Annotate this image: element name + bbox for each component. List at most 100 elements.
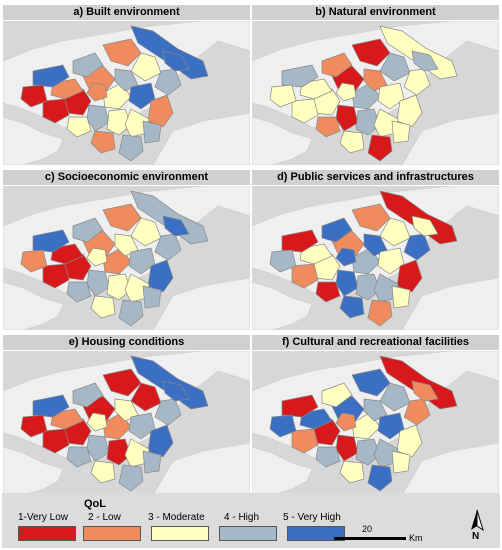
municipality-zone bbox=[396, 424, 423, 458]
panel-title: b) Natural environment bbox=[252, 5, 499, 21]
municipality-zone bbox=[32, 394, 70, 418]
municipality-zone bbox=[162, 50, 190, 72]
legend-swatch-low bbox=[83, 526, 141, 541]
municipality-zone bbox=[367, 134, 393, 162]
municipality-zone bbox=[147, 94, 174, 128]
municipality-zone bbox=[20, 249, 48, 273]
municipality-zone bbox=[90, 130, 116, 154]
panel-title: e) Housing conditions bbox=[3, 335, 250, 351]
legend-swatch-very-low bbox=[18, 526, 76, 541]
municipality-zone bbox=[379, 217, 411, 247]
municipality-zone bbox=[50, 78, 84, 100]
municipality-zone bbox=[32, 64, 70, 88]
north-arrow-label: N bbox=[472, 531, 480, 542]
panel-title: f) Cultural and recreational facilities bbox=[252, 335, 499, 351]
map-panel-f: f) Cultural and recreational facilities bbox=[252, 335, 499, 495]
municipality-zone bbox=[315, 446, 341, 468]
choropleth-map bbox=[252, 351, 499, 495]
municipality-zone bbox=[130, 382, 162, 412]
choropleth-map bbox=[252, 21, 499, 165]
land-area bbox=[401, 277, 499, 330]
municipality-zone bbox=[355, 108, 381, 136]
municipality-zone bbox=[128, 412, 156, 440]
municipality-zone bbox=[124, 273, 150, 303]
legend-label-high: 4 - High bbox=[224, 512, 260, 523]
municipality-zone bbox=[128, 82, 156, 110]
municipality-zone bbox=[321, 382, 353, 408]
municipality-zone bbox=[379, 52, 411, 82]
municipality-zone bbox=[291, 428, 319, 454]
municipality-zone bbox=[50, 408, 84, 430]
municipality-zone bbox=[142, 120, 162, 144]
legend-swatch-very-high bbox=[287, 526, 345, 541]
north-arrow-icon bbox=[471, 509, 484, 532]
municipality-zone bbox=[102, 38, 142, 67]
municipality-zone bbox=[373, 438, 399, 468]
municipality-zone bbox=[86, 434, 110, 462]
municipality-zone bbox=[281, 394, 319, 418]
municipality-zone bbox=[72, 217, 104, 243]
municipality-zone bbox=[335, 82, 357, 102]
municipality-zone bbox=[351, 203, 391, 232]
municipality-zone bbox=[335, 269, 359, 297]
municipality-zone bbox=[269, 84, 297, 108]
legend-title: QoL bbox=[84, 498, 106, 510]
municipality-zone bbox=[291, 263, 319, 289]
municipality-zone bbox=[373, 108, 399, 138]
municipality-zone bbox=[299, 243, 333, 265]
municipality-zone bbox=[351, 38, 391, 67]
municipality-zone bbox=[339, 295, 365, 319]
municipality-zone bbox=[118, 299, 144, 327]
municipality-zone bbox=[335, 412, 357, 432]
municipality-zone bbox=[339, 130, 365, 154]
municipality-zone bbox=[411, 215, 439, 237]
municipality-zone bbox=[86, 82, 108, 102]
municipality-zone bbox=[367, 299, 393, 327]
municipality-zone bbox=[66, 281, 92, 303]
municipality-zone bbox=[379, 382, 411, 412]
municipality-zone bbox=[377, 412, 405, 440]
municipality-zone bbox=[335, 434, 359, 462]
municipality-zone bbox=[42, 263, 70, 289]
municipality-zone bbox=[32, 229, 70, 253]
municipality-zone bbox=[118, 464, 144, 492]
municipality-zone bbox=[86, 104, 110, 132]
municipality-zone bbox=[299, 78, 333, 100]
municipality-zone bbox=[142, 450, 162, 474]
municipality-zone bbox=[396, 94, 423, 128]
municipality-zone bbox=[373, 273, 399, 303]
municipality-zone bbox=[377, 247, 405, 275]
municipality-zone bbox=[315, 116, 341, 138]
municipality-zone bbox=[86, 412, 108, 432]
legend-swatch-high bbox=[219, 526, 277, 541]
municipality-zone bbox=[128, 247, 156, 275]
map-panel-a: a) Built environment bbox=[3, 5, 250, 165]
panel-title: a) Built environment bbox=[3, 5, 250, 21]
legend-label-very-low: 1-Very Low bbox=[18, 512, 69, 523]
land-area bbox=[3, 281, 64, 330]
municipality-zone bbox=[90, 295, 116, 319]
municipality-zone bbox=[281, 229, 319, 253]
land-area bbox=[252, 281, 313, 330]
land-area bbox=[152, 442, 250, 495]
map-panel-c: c) Socioeconomic environment bbox=[3, 170, 250, 330]
scale-bar-value: 20 bbox=[362, 524, 373, 534]
panel-title: d) Public services and infrastructures bbox=[252, 170, 499, 186]
legend-label-very-high: 5 - Very High bbox=[283, 512, 341, 523]
municipality-zone bbox=[377, 82, 405, 110]
municipality-zone bbox=[124, 438, 150, 468]
municipality-zone bbox=[66, 446, 92, 468]
municipality-zone bbox=[411, 380, 439, 402]
municipality-zone bbox=[50, 243, 84, 265]
municipality-zone bbox=[269, 249, 297, 273]
legend-swatch-moderate bbox=[151, 526, 209, 541]
municipality-zone bbox=[147, 424, 174, 458]
municipality-zone bbox=[106, 438, 132, 466]
municipality-zone bbox=[355, 273, 381, 301]
municipality-zone bbox=[42, 98, 70, 124]
land-area bbox=[252, 116, 313, 165]
municipality-zone bbox=[72, 52, 104, 78]
municipality-zone bbox=[42, 428, 70, 454]
map-panel-e: e) Housing conditions bbox=[3, 335, 250, 495]
map-panel-b: b) Natural environment bbox=[252, 5, 499, 165]
